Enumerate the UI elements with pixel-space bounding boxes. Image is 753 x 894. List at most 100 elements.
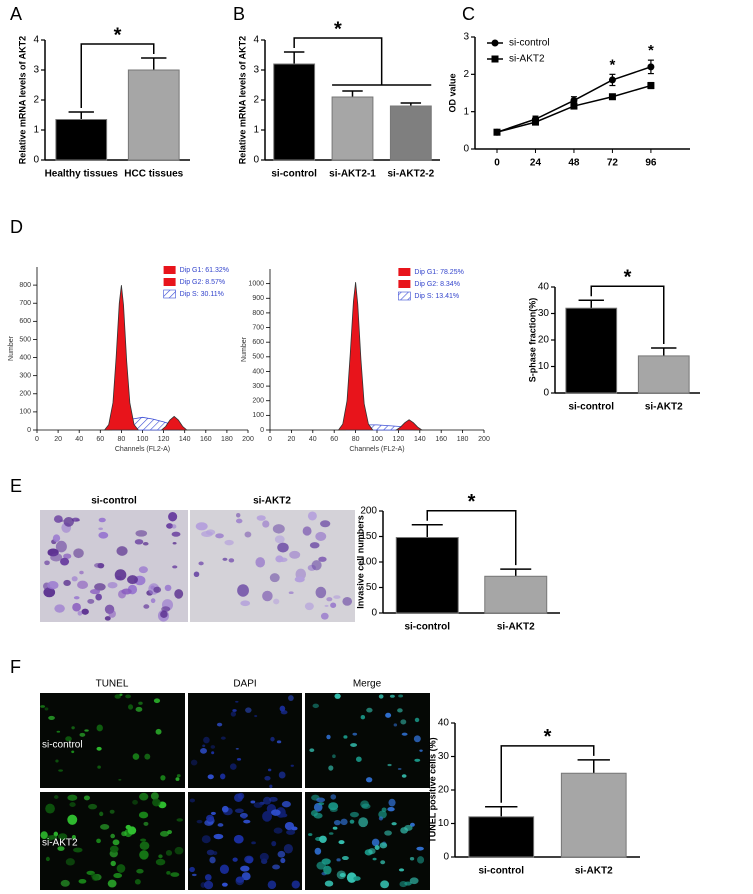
cell [349, 811, 359, 818]
cell [330, 602, 337, 608]
cell [365, 777, 373, 783]
cell [336, 858, 341, 862]
bar [331, 96, 374, 161]
bar [395, 537, 459, 614]
cell [135, 530, 148, 537]
cell [97, 765, 101, 769]
cell [202, 744, 206, 748]
cell [210, 745, 216, 749]
cell [309, 748, 315, 753]
cell [94, 563, 103, 568]
cell [338, 840, 345, 845]
cell [40, 831, 48, 839]
bar [55, 119, 108, 161]
cell [384, 830, 392, 836]
cell [273, 598, 280, 605]
cell [40, 705, 46, 708]
cell [315, 586, 327, 599]
cell [159, 830, 169, 837]
cell [119, 693, 123, 696]
cell [389, 694, 395, 698]
significance-bracket [293, 37, 383, 85]
cell [44, 707, 49, 711]
cell [228, 558, 235, 563]
y-tick-label: 100 [360, 557, 377, 568]
cell [58, 769, 63, 772]
cell [274, 535, 285, 544]
image-column-label: DAPI [233, 679, 256, 690]
cell [168, 511, 178, 522]
cell [267, 880, 277, 890]
cell [254, 715, 258, 718]
significance-star: * [544, 726, 552, 748]
x-tick-label: 200 [242, 436, 254, 443]
cell [48, 715, 55, 720]
cell [171, 524, 177, 529]
cell [84, 729, 89, 732]
cell [283, 844, 293, 854]
cell [109, 809, 115, 814]
cell [96, 838, 101, 844]
point [647, 82, 655, 90]
cell [138, 811, 149, 819]
cell [72, 602, 81, 612]
cell [45, 803, 55, 814]
cell [244, 531, 252, 538]
cell [236, 513, 241, 518]
x-tick-label: 140 [179, 436, 191, 443]
cell [318, 802, 325, 806]
y-tick-label: 1000 [248, 280, 264, 287]
cell [244, 855, 254, 864]
cell [343, 735, 348, 739]
cell [195, 522, 208, 531]
cell [144, 753, 151, 760]
cell [333, 595, 341, 599]
cell [50, 553, 63, 562]
cell [139, 792, 149, 801]
legend-label: Dip G2: 8.57% [180, 279, 226, 286]
cell [288, 591, 294, 595]
cell [380, 880, 390, 889]
cell [77, 580, 89, 590]
cell [63, 516, 74, 527]
legend-swatch [163, 289, 176, 299]
cell [349, 819, 355, 824]
cell [262, 590, 273, 602]
x-tick-label: si-control [478, 866, 524, 877]
cell [53, 515, 63, 523]
cell [230, 711, 237, 717]
cell [191, 873, 197, 877]
cell [221, 882, 228, 887]
cell [166, 871, 171, 875]
cell [128, 704, 134, 710]
panel-label: E [10, 476, 22, 496]
cell [206, 814, 214, 822]
cell [232, 857, 238, 862]
cell [401, 774, 407, 778]
cell [255, 557, 266, 568]
y-tick-label: 1 [253, 125, 259, 136]
cell [99, 811, 104, 817]
cell [89, 588, 101, 595]
cell [413, 735, 421, 743]
cell [308, 833, 313, 836]
cell [127, 575, 138, 584]
cell [65, 736, 72, 742]
cell [328, 765, 334, 771]
micrograph [40, 792, 185, 890]
legend-label: Dip G1: 61.32% [180, 267, 229, 274]
cell [114, 694, 121, 699]
significance-star: * [114, 24, 122, 46]
cell [240, 600, 251, 607]
cell [217, 823, 224, 827]
cell [358, 817, 369, 828]
cell [328, 802, 339, 811]
legend-swatch [163, 266, 176, 274]
annotation: * [610, 56, 616, 73]
cell [193, 571, 200, 577]
y-tick-label: 2 [253, 95, 259, 106]
cell [333, 820, 341, 826]
cell [136, 868, 144, 874]
cell [121, 831, 127, 837]
y-tick-label: 2 [33, 95, 39, 106]
